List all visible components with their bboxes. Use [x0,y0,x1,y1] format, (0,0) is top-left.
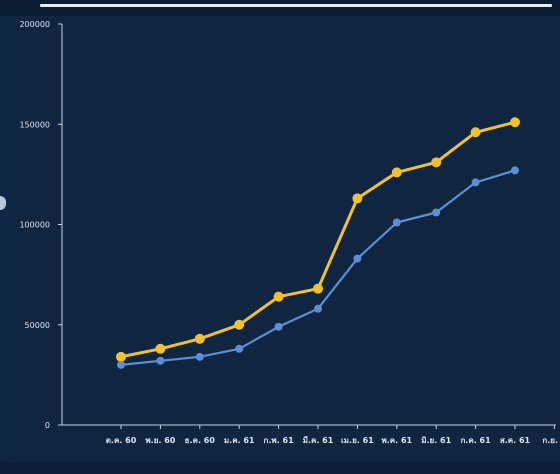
series-1-point [470,127,481,138]
x-axis-ticks: ต.ค. 60 พ.ย. 60 ธ.ค. 60 ม.ค. 61 ก.พ. 61 มี.ค.… [106,425,560,445]
x-tick-label: พ.ย. 60 [145,436,175,445]
y-tick-label: 200000 [19,20,50,29]
series-2-point [235,344,244,353]
series-1-point [313,283,323,294]
y-tick-label: 100000 [19,221,50,230]
bottom-strip [0,462,560,474]
x-tick-label: ก.พ. 61 [264,436,295,445]
y-tick-label: 50000 [25,321,50,330]
series-2-point [274,322,283,331]
x-tick-label: มิ.ย. 61 [421,436,451,445]
series-1-point [352,193,363,204]
x-tick-label: ธ.ค. 60 [185,436,216,445]
series-2 [117,166,519,369]
left-edge [0,16,14,462]
series-1-line [119,120,517,359]
series-1-point [273,291,284,302]
series-1-point [431,157,442,168]
series-1-point [116,351,126,362]
y-tick-label: 150000 [19,120,50,129]
series-2-point [353,254,362,263]
series-2-point [511,166,519,175]
series-2-point [195,352,204,361]
series-2-point [156,356,165,365]
series-group [116,117,520,369]
series-1 [116,117,520,362]
series-2-point [314,304,322,313]
x-tick-label: พ.ค. 61 [381,436,412,445]
x-tick-label: ก.ย. 6 [542,436,560,445]
x-tick-label: เม.ย. 61 [341,436,374,445]
y-tick-label: 0 [45,421,50,430]
series-1-point [194,333,205,344]
series-2-point [117,360,125,369]
x-tick-label: ต.ค. 60 [106,436,137,445]
series-1-point [234,319,245,330]
series-2-line [119,169,517,366]
x-tick-label: ม.ค. 61 [224,436,255,445]
series-2-point [471,178,480,187]
x-tick-label: ส.ค. 61 [500,436,531,445]
x-tick-label: มี.ค. 61 [303,435,334,445]
y-axis-ticks: 0 50000 100000 150000 200000 [19,20,62,430]
x-tick-label: ก.ค. 61 [460,436,491,445]
series-1-point [155,343,166,354]
series-2-point [432,208,441,217]
series-1-point [391,167,402,178]
series-1-point [510,117,520,128]
series-2-point [392,218,401,227]
axes [61,24,556,426]
left-edge-marker [0,196,6,210]
top-divider-line [40,4,552,7]
